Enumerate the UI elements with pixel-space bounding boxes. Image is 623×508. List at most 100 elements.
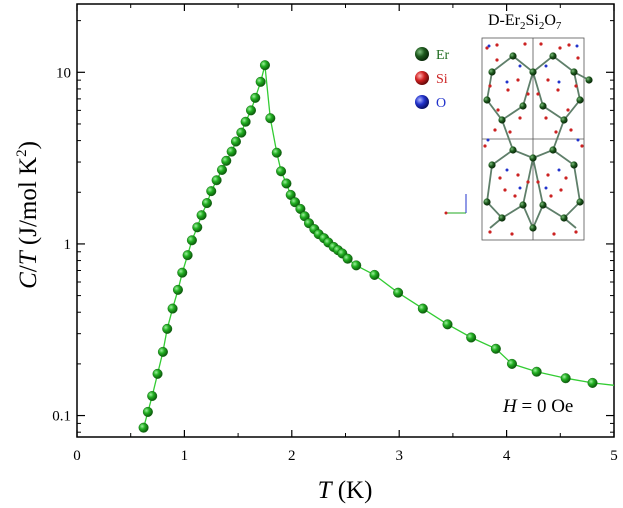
o-atom: [557, 80, 561, 84]
data-point: [393, 287, 404, 298]
data-point: [490, 343, 501, 354]
si-atom: [544, 116, 548, 120]
data-point: [240, 116, 251, 127]
er-atom: [519, 102, 527, 110]
si-atom: [574, 84, 578, 88]
legend-si-marker: [415, 71, 429, 85]
data-point: [259, 60, 270, 71]
si-atom: [549, 194, 553, 198]
o-atom: [576, 138, 580, 142]
er-network: [486, 54, 590, 231]
data-point: [276, 166, 287, 177]
data-point: [281, 178, 292, 189]
data-point: [250, 92, 261, 103]
x-tick-label: 3: [395, 448, 403, 464]
data-point: [147, 391, 158, 402]
si-atom: [536, 92, 540, 96]
field-annotation: H = 0 Oe: [502, 396, 573, 417]
er-atom: [570, 68, 578, 76]
si-atom: [536, 180, 540, 184]
x-tick-label: 2: [288, 448, 296, 464]
data-point: [138, 422, 149, 433]
si-atom: [567, 43, 571, 47]
si-atom: [526, 180, 530, 184]
er-atom: [576, 198, 584, 206]
er-atom: [488, 161, 496, 169]
si-atom: [508, 130, 512, 134]
data-point: [177, 267, 188, 278]
er-atom: [509, 52, 517, 60]
data-point: [157, 346, 168, 357]
si-atom: [516, 173, 520, 177]
inset-atoms: [483, 42, 593, 236]
o-atom: [518, 64, 522, 68]
data-point: [206, 186, 217, 197]
si-atom: [564, 176, 568, 180]
o-atom: [486, 138, 490, 142]
o-atom: [505, 80, 509, 84]
si-atom: [559, 188, 563, 192]
inset-legend: Er Si O: [415, 47, 450, 111]
er-atom: [529, 68, 537, 76]
si-atom: [574, 230, 578, 234]
data-point: [196, 210, 207, 221]
crystal-structure-inset: D-Er2Si2O7 Er Si O: [415, 12, 593, 241]
si-atom: [546, 173, 550, 177]
x-tick-label: 4: [503, 448, 511, 464]
si-atom: [569, 128, 573, 132]
y-axis-title: C/T (J/mol K2): [14, 141, 42, 289]
si-atom: [513, 194, 517, 198]
x-tick-label: 1: [181, 448, 189, 464]
series-line: [142, 65, 615, 428]
si-atom: [554, 130, 558, 134]
er-atom: [560, 116, 568, 124]
data-point: [142, 406, 153, 417]
o-atom: [557, 168, 561, 172]
er-atom: [498, 214, 506, 222]
data-point: [172, 284, 183, 295]
data-point: [560, 373, 571, 384]
data-point: [587, 377, 598, 388]
data-point: [290, 197, 301, 208]
si-atom: [552, 232, 556, 236]
y-tick-label: 1: [64, 237, 72, 253]
er-atom: [539, 102, 547, 110]
legend-er-label: Er: [436, 48, 450, 63]
si-atom: [493, 128, 497, 132]
y-tick-label: 10: [56, 65, 71, 81]
si-atom: [523, 42, 527, 46]
si-atom: [546, 78, 550, 82]
data-point: [442, 319, 453, 330]
inset-title: D-Er2Si2O7: [488, 12, 562, 32]
data-point: [506, 358, 517, 369]
si-atom: [516, 78, 520, 82]
si-atom: [498, 176, 502, 180]
si-atom: [556, 88, 560, 92]
data-point: [186, 235, 197, 246]
si-atom: [558, 46, 562, 50]
data-point: [226, 146, 237, 157]
data-point: [221, 155, 232, 166]
data-point: [201, 198, 212, 209]
data-point: [351, 260, 362, 271]
legend-o-marker: [415, 95, 429, 109]
legend-si-label: Si: [436, 72, 448, 87]
o-atom: [544, 64, 548, 68]
data-point: [230, 136, 241, 147]
si-atom: [510, 232, 514, 236]
data-point: [255, 76, 266, 87]
er-atom: [529, 224, 537, 232]
si-atom: [566, 108, 570, 112]
o-atom: [518, 186, 522, 190]
data-point: [342, 253, 353, 264]
y-tick-label: 0.1: [52, 409, 71, 425]
o-atom: [544, 186, 548, 190]
data-point: [211, 175, 222, 186]
data-point: [236, 127, 247, 138]
si-atom: [539, 42, 543, 46]
data-point: [466, 332, 477, 343]
si-atom: [488, 84, 492, 88]
legend-o-label: O: [436, 96, 446, 111]
er-atom: [483, 198, 491, 206]
